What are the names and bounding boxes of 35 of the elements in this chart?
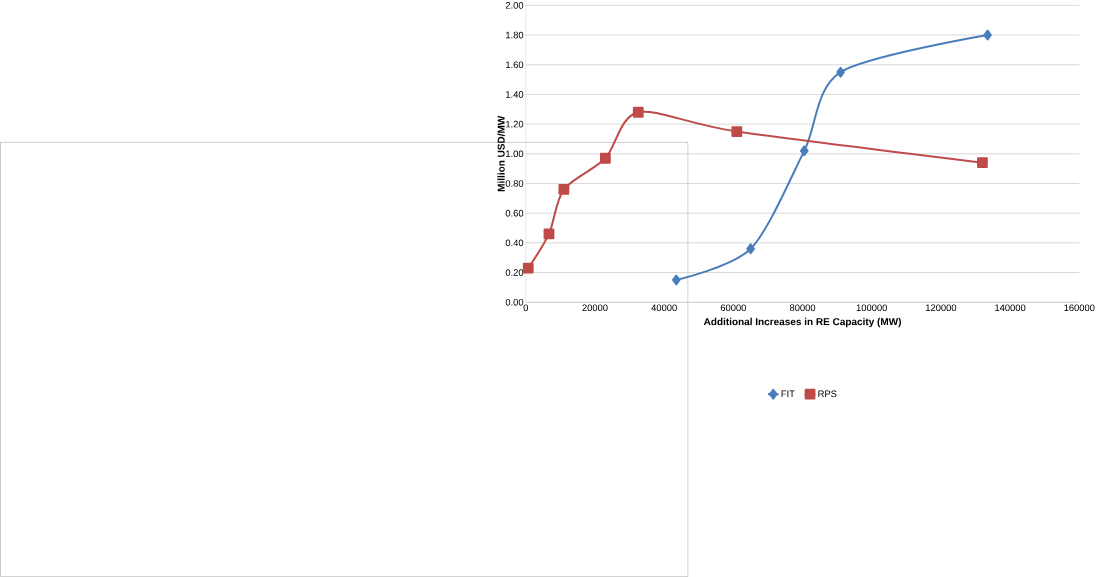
x-tick-label: 120000: [925, 304, 957, 312]
y-tick-label: 1.60: [506, 61, 524, 69]
point: [836, 66, 845, 78]
y-tick-label: 1.80: [506, 31, 524, 39]
y-tick-label: 1.40: [506, 91, 524, 98]
point: [731, 126, 743, 138]
x-tick-label: 80000: [789, 304, 816, 312]
point: [746, 243, 755, 255]
y-tick-label: 2.00: [505, 2, 524, 9]
x-tick-label: 160000: [1064, 304, 1095, 312]
point: [599, 152, 611, 164]
x-tick-label: 140000: [995, 304, 1026, 312]
point: [671, 274, 681, 286]
point: [632, 106, 644, 118]
legend-label: FIT: [781, 390, 795, 398]
y-tick-label: 0.00: [505, 299, 524, 306]
point: [522, 262, 534, 274]
y-tick-label: 0.80: [505, 180, 524, 187]
point: [799, 145, 809, 157]
y-tick-label: 1.20: [506, 120, 524, 128]
x-tick-label: 0: [523, 304, 529, 312]
x-tick-label: 20000: [582, 304, 608, 312]
point: [977, 157, 988, 169]
x-tick-label: 100000: [856, 304, 887, 312]
point: [983, 29, 992, 41]
y-axis-title: Million USD/MW: [497, 115, 505, 192]
y-tick-label: 0.60: [505, 209, 524, 217]
y-tick-label: 0.20: [505, 269, 524, 276]
x-axis-title: Additional Increases in RE Capacity (MW): [703, 317, 901, 328]
x-tick-label: 40000: [651, 304, 677, 312]
y-tick-label: 0.40: [505, 239, 524, 247]
y-tick-label: 1.00: [506, 150, 524, 158]
x-tick-label: 60000: [720, 304, 747, 312]
legend-label: RPS: [818, 390, 837, 398]
point: [558, 184, 570, 195]
